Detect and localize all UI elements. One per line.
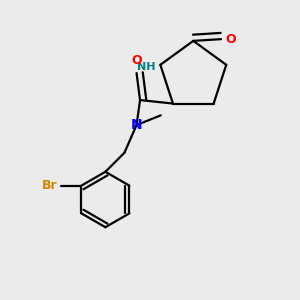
Text: Br: Br <box>42 179 58 192</box>
Text: O: O <box>226 33 236 46</box>
Text: O: O <box>131 54 142 67</box>
Text: N: N <box>131 118 142 132</box>
Text: NH: NH <box>137 61 155 72</box>
